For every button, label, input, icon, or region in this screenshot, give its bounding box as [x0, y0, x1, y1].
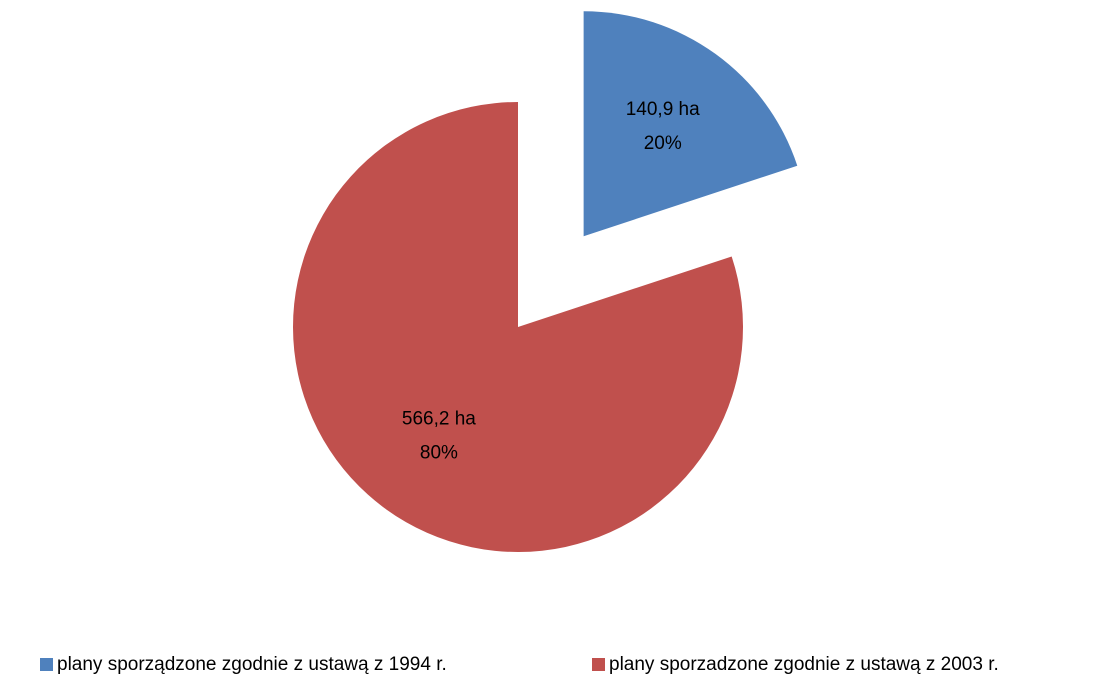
percentage-label: 20% [644, 133, 682, 154]
pie-slice [293, 102, 743, 552]
legend-label: plany sporzadzone zgodnie z ustawą z 200… [609, 654, 999, 675]
legend-swatch [40, 658, 53, 671]
percentage-label: 80% [420, 442, 458, 463]
data-label: 566,2 ha [402, 408, 476, 429]
legend-swatch [592, 658, 605, 671]
data-label: 140,9 ha [626, 99, 700, 120]
legend-label: plany sporządzone zgodnie z ustawą z 199… [57, 654, 447, 675]
pie-slice [583, 11, 798, 237]
